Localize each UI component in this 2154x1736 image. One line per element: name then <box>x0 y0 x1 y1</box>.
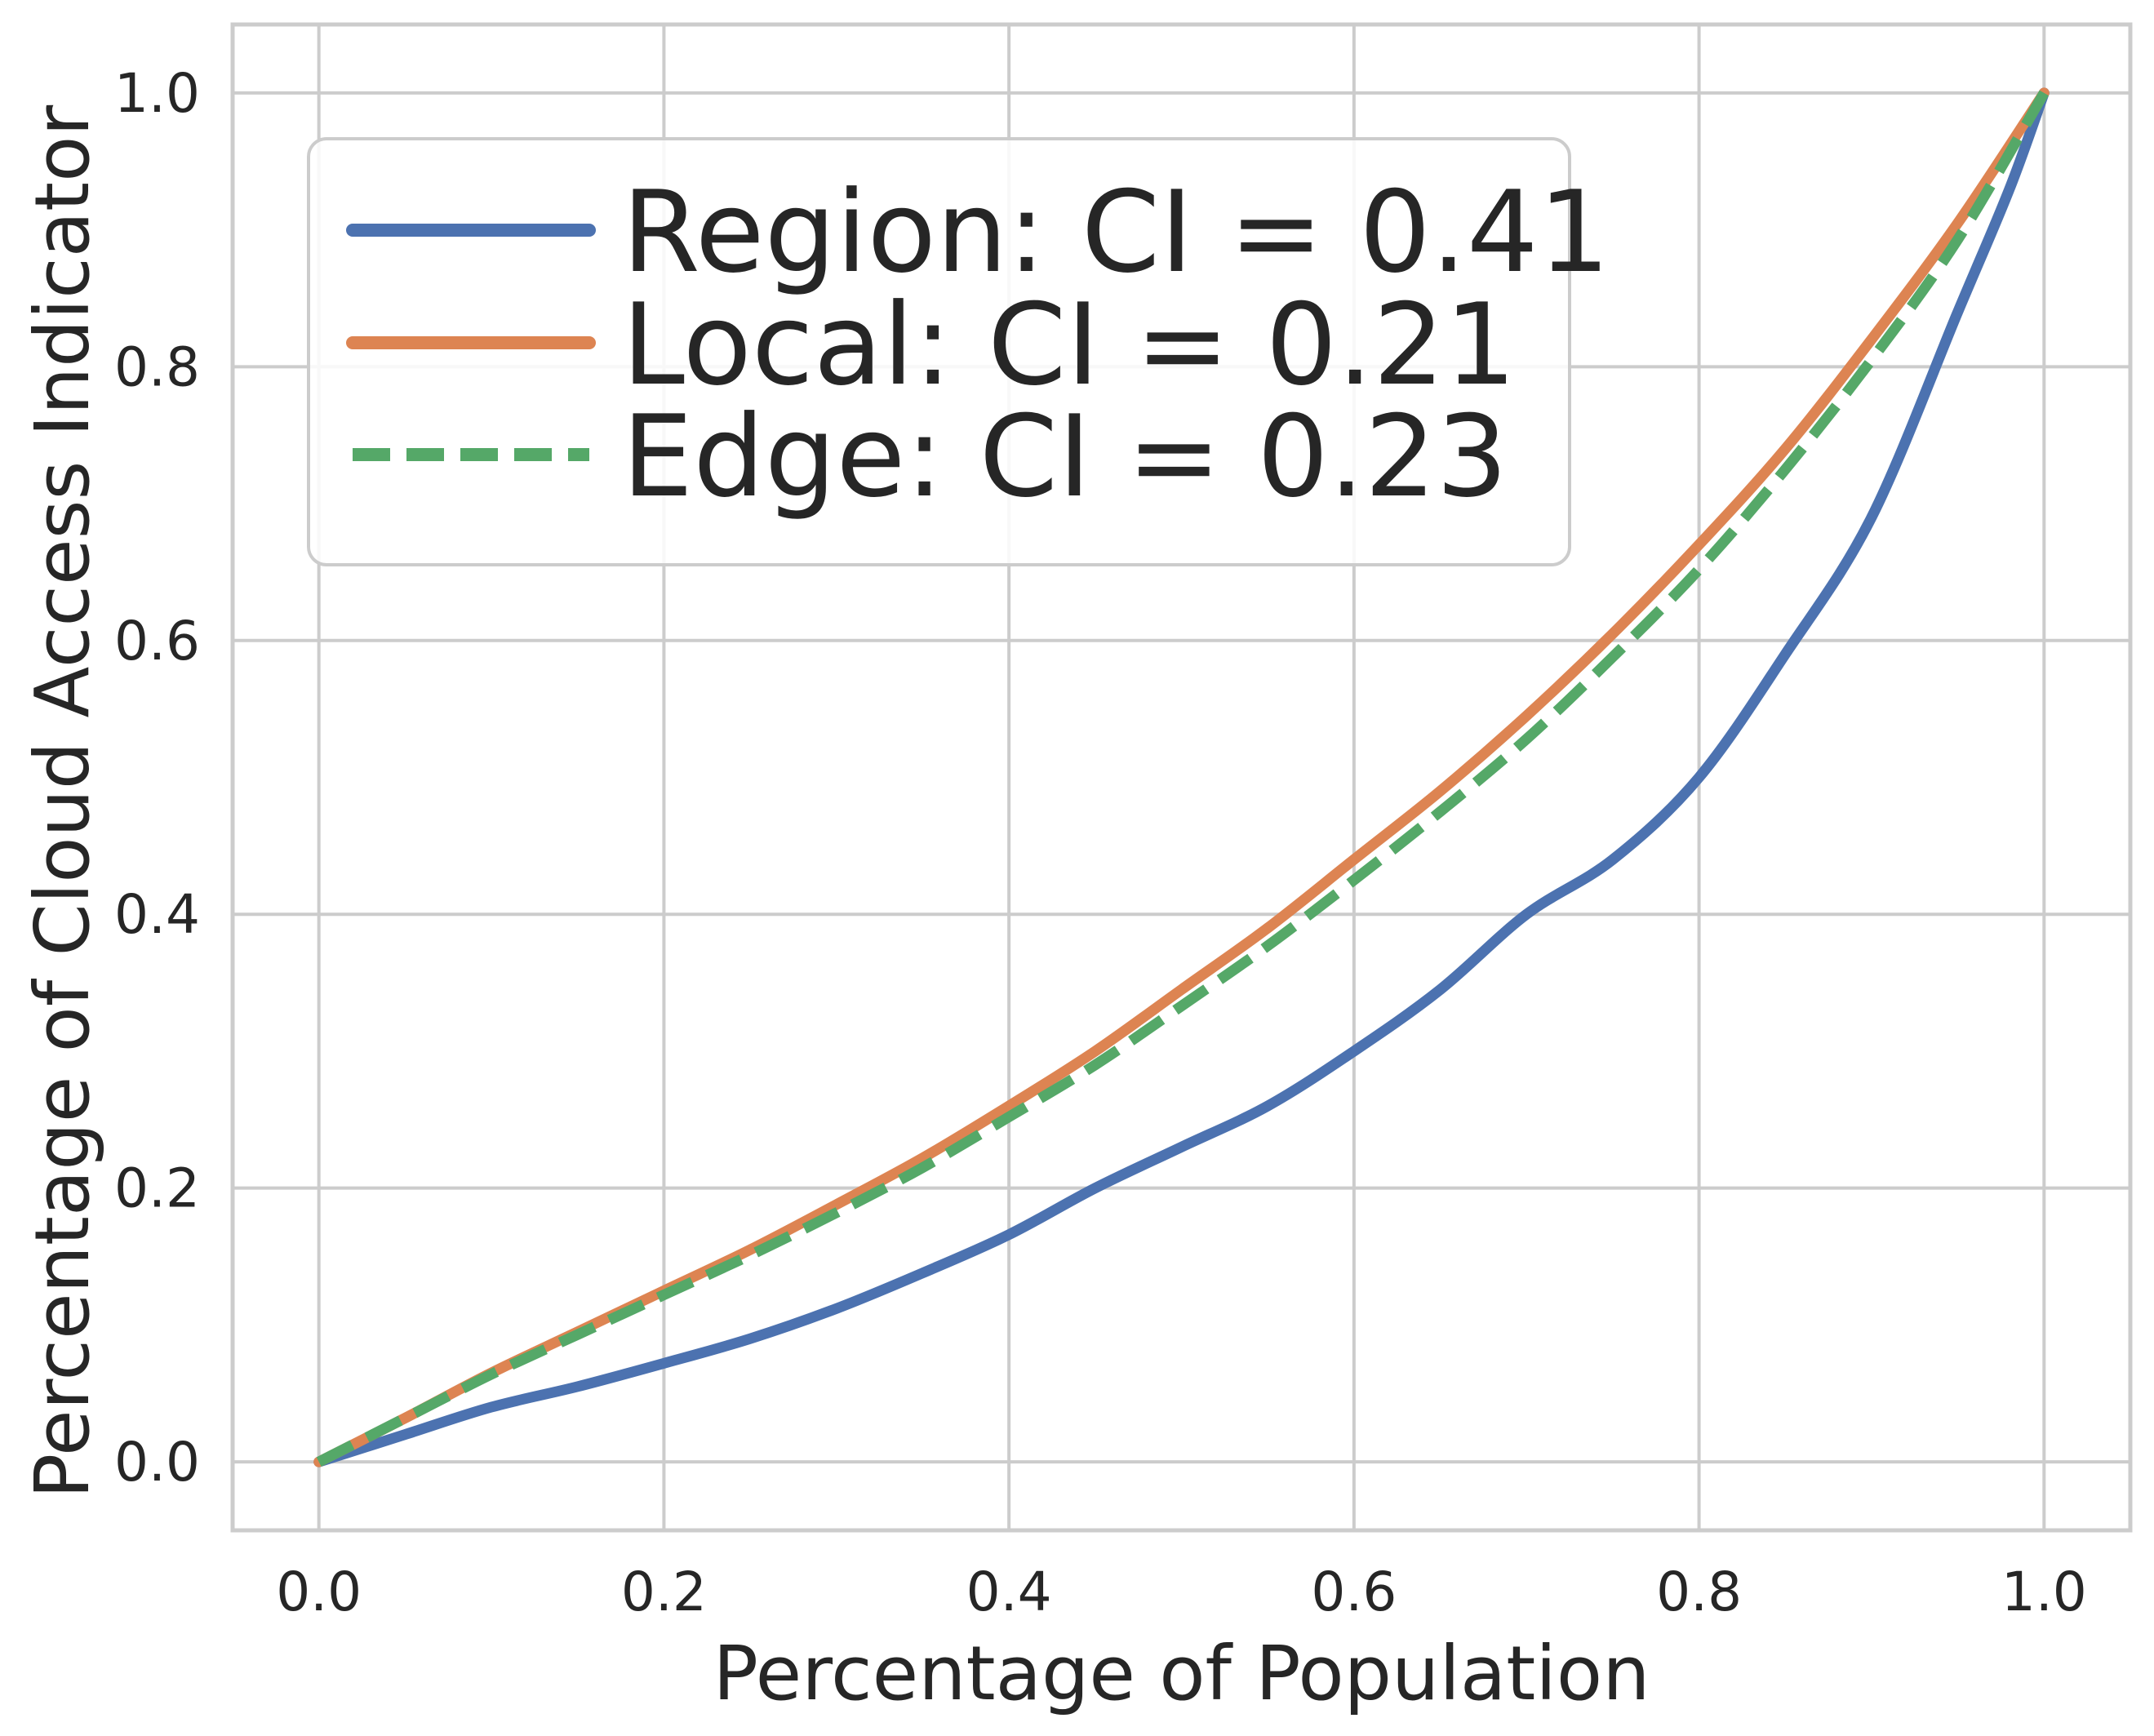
legend-box <box>307 137 1571 566</box>
y-tick-label: 0.0 <box>114 1431 200 1494</box>
legend-label-local: Local: CI = 0.21 <box>622 279 1517 411</box>
x-tick-labels: 0.0 0.2 0.4 0.6 0.8 1.0 <box>276 1561 2087 1623</box>
x-tick-label: 1.0 <box>2001 1561 2087 1623</box>
x-tick-label: 0.4 <box>966 1561 1052 1623</box>
y-axis-label: Percentage of Cloud Access Indicator <box>19 105 106 1499</box>
y-tick-label: 0.2 <box>114 1157 200 1220</box>
series-line-region <box>313 87 2050 1467</box>
y-tick-label: 0.8 <box>114 335 200 398</box>
series-line-edge <box>316 90 2049 1467</box>
x-tick-label: 0.0 <box>276 1561 362 1623</box>
x-tick-label: 0.8 <box>1656 1561 1742 1623</box>
x-tick-label: 0.6 <box>1311 1561 1397 1623</box>
y-tick-label: 0.6 <box>114 610 200 673</box>
series-group <box>313 87 2050 1467</box>
legend-label-region: Region: CI = 0.41 <box>622 166 1610 298</box>
x-axis-label: Percentage of Population <box>713 1630 1650 1717</box>
legend-label-edge: Edge: CI = 0.23 <box>622 391 1508 522</box>
y-tick-label: 1.0 <box>114 62 200 125</box>
y-tick-label: 0.4 <box>114 883 200 946</box>
x-tick-label: 0.2 <box>621 1561 707 1623</box>
plot-frame <box>230 22 2133 1533</box>
y-tick-labels: 0.0 0.2 0.4 0.6 0.8 1.0 <box>114 62 200 1494</box>
